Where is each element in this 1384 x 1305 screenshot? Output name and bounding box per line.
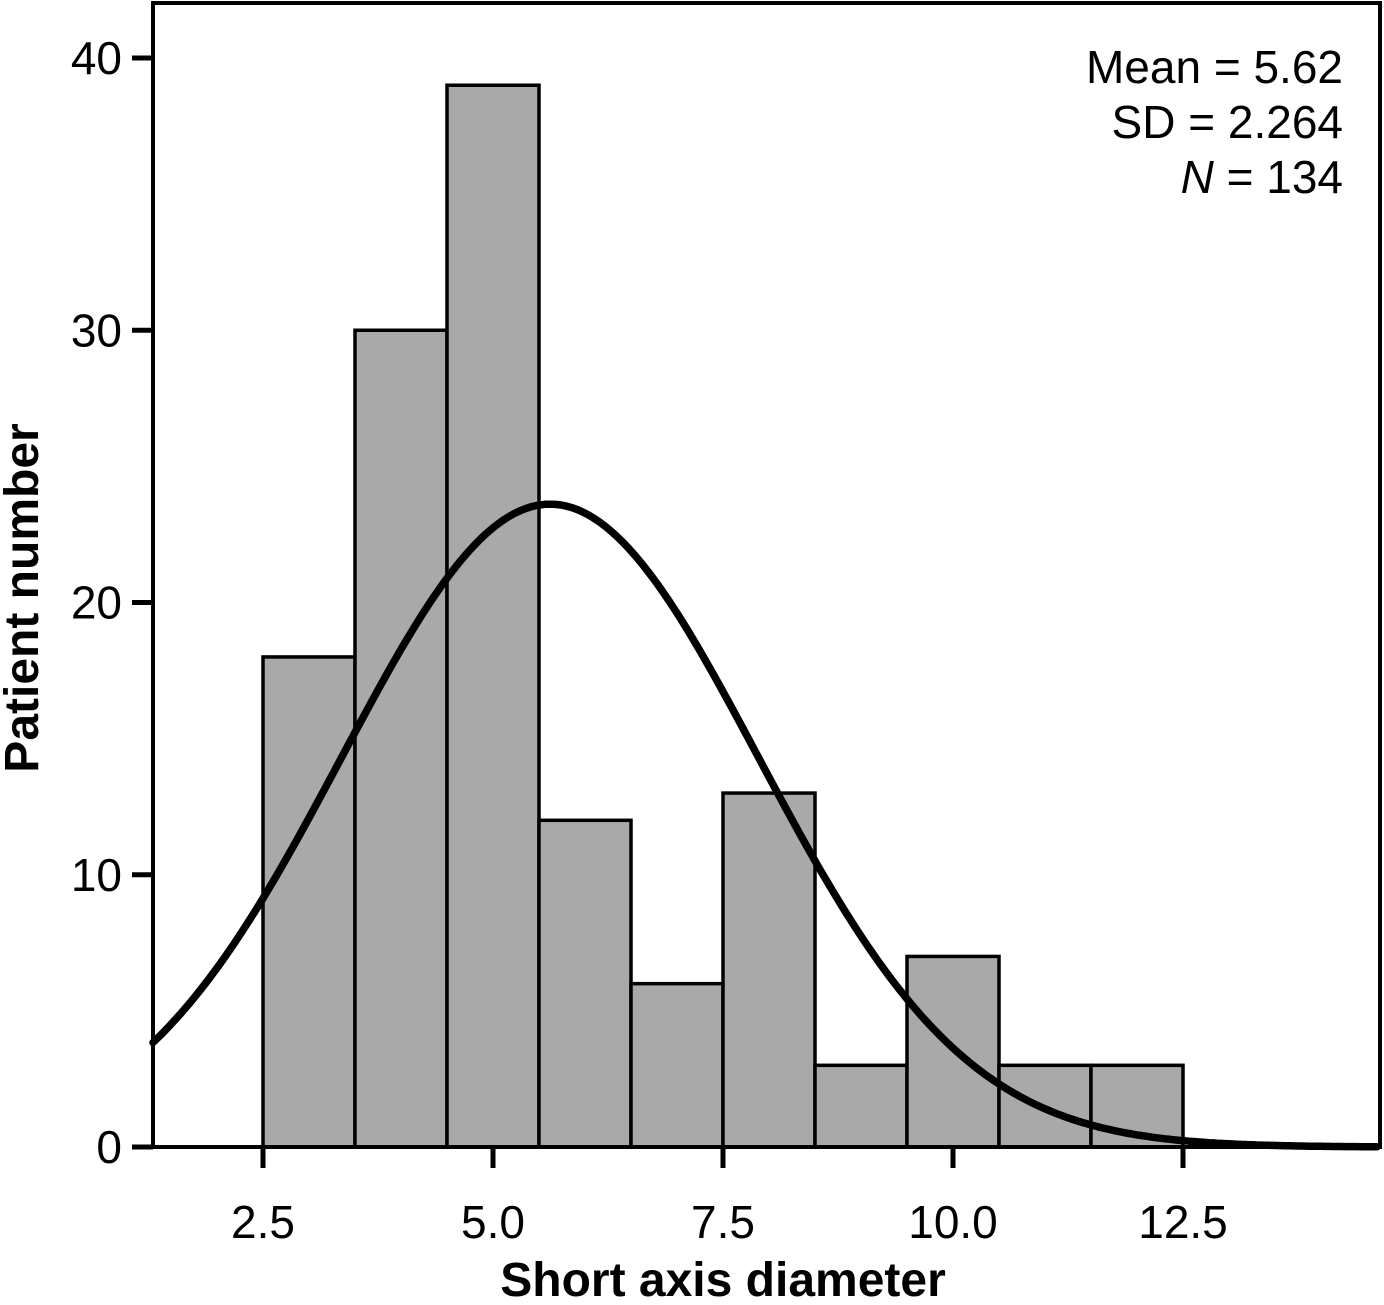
- y-tick-label: 30: [71, 304, 122, 356]
- histogram-bar: [261, 655, 357, 1149]
- y-axis-title: Patient number: [0, 423, 49, 772]
- plot-frame: [151, 1, 1382, 1149]
- axes-layer: [132, 1, 1382, 1168]
- x-tick-label: 10.0: [908, 1196, 998, 1248]
- y-tick-label: 0: [96, 1121, 122, 1173]
- bars-layer: [261, 83, 1185, 1149]
- tick-labels-layer: 0 10 20 30 40 2.5 5.0 7.5 10.0 12.5: [71, 32, 1228, 1248]
- histogram-bar: [629, 981, 725, 1149]
- histogram-bar: [353, 328, 449, 1149]
- normal-curve: [149, 500, 1381, 1151]
- histogram-bar: [445, 83, 541, 1149]
- x-tick-label: 2.5: [231, 1196, 295, 1248]
- stat-line: Mean = 5.62: [1086, 41, 1343, 93]
- y-tick-label: 40: [71, 32, 122, 84]
- histogram-bar: [813, 1063, 909, 1149]
- histogram-bar: [721, 791, 817, 1149]
- x-tick-label: 7.5: [691, 1196, 755, 1248]
- y-tick-label: 10: [71, 849, 122, 901]
- normal-curve-layer: [149, 500, 1381, 1151]
- histogram-bar: [537, 818, 633, 1149]
- x-tick-label: 12.5: [1138, 1196, 1228, 1248]
- stat-line: SD = 2.264: [1112, 96, 1343, 148]
- x-tick-label: 5.0: [461, 1196, 525, 1248]
- stat-line: N = 134: [1181, 151, 1343, 203]
- y-tick-label: 20: [71, 577, 122, 629]
- x-axis-title: Short axis diameter: [500, 1254, 946, 1305]
